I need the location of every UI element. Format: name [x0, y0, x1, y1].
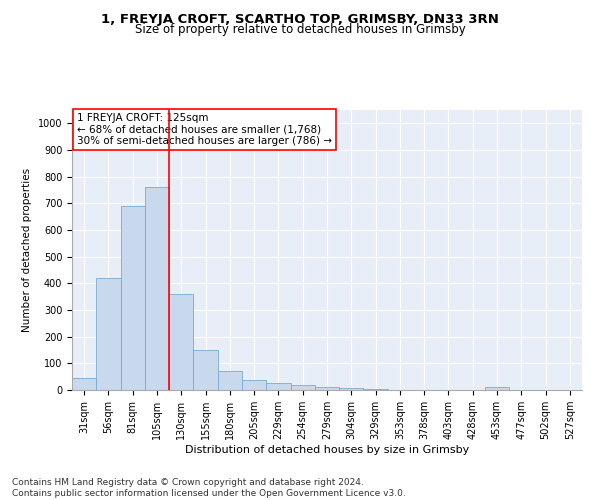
Bar: [193, 350, 218, 390]
Text: Contains HM Land Registry data © Crown copyright and database right 2024.
Contai: Contains HM Land Registry data © Crown c…: [12, 478, 406, 498]
Bar: [72, 378, 96, 390]
Bar: [266, 384, 290, 390]
Y-axis label: Number of detached properties: Number of detached properties: [22, 168, 32, 332]
Text: 1, FREYJA CROFT, SCARTHO TOP, GRIMSBY, DN33 3RN: 1, FREYJA CROFT, SCARTHO TOP, GRIMSBY, D…: [101, 12, 499, 26]
Bar: [96, 278, 121, 390]
Text: 1 FREYJA CROFT: 125sqm
← 68% of detached houses are smaller (1,768)
30% of semi-: 1 FREYJA CROFT: 125sqm ← 68% of detached…: [77, 113, 332, 146]
Text: Size of property relative to detached houses in Grimsby: Size of property relative to detached ho…: [134, 22, 466, 36]
Bar: [290, 385, 315, 390]
Bar: [339, 388, 364, 390]
Bar: [121, 206, 145, 390]
Bar: [315, 387, 339, 390]
Bar: [242, 380, 266, 390]
Bar: [218, 372, 242, 390]
X-axis label: Distribution of detached houses by size in Grimsby: Distribution of detached houses by size …: [185, 445, 469, 455]
Bar: [145, 188, 169, 390]
Bar: [364, 389, 388, 390]
Bar: [485, 388, 509, 390]
Bar: [169, 294, 193, 390]
